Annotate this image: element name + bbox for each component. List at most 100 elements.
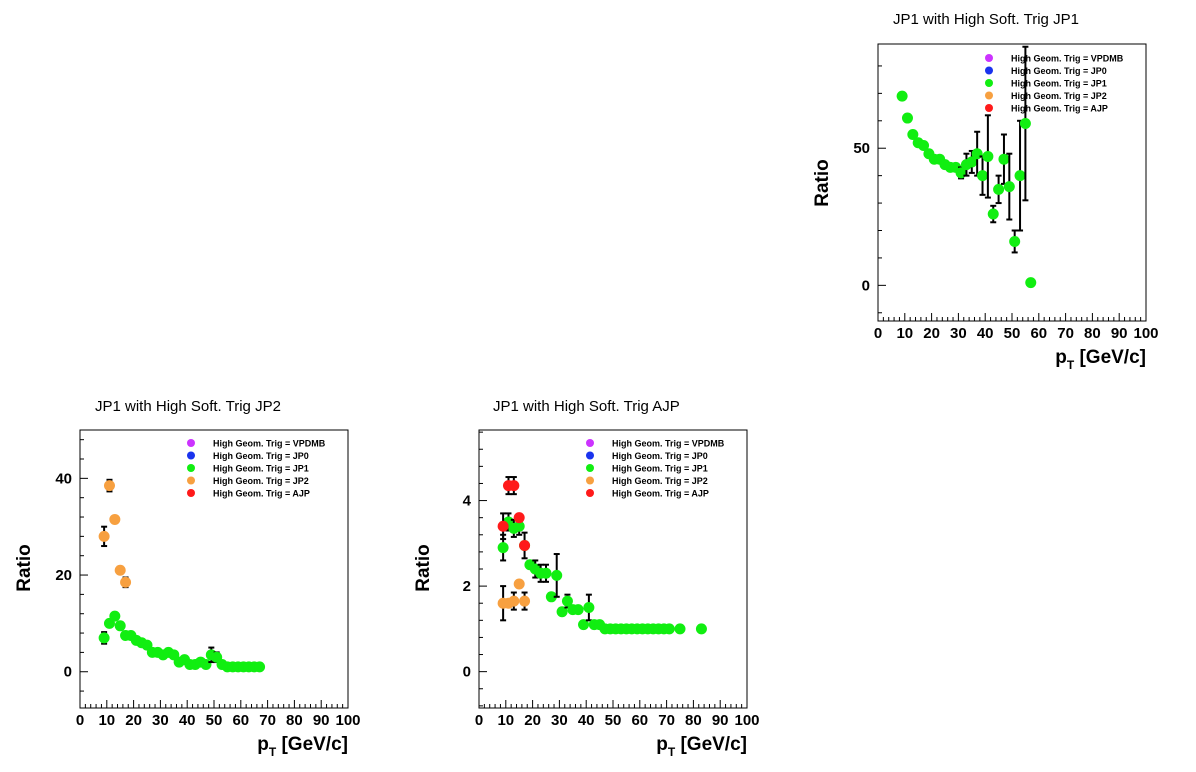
legend-entry: High Geom. Trig = JP1 [1011, 79, 1107, 89]
legend-entry: High Geom. Trig = JP2 [213, 476, 309, 486]
x-tick-label: 0 [475, 712, 483, 729]
y-tick-label: 0 [463, 664, 471, 681]
x-axis-label-sub: T [1067, 358, 1075, 372]
data-point [540, 567, 552, 579]
legend-entry: High Geom. Trig = JP0 [612, 451, 708, 461]
x-tick-label: 10 [896, 325, 913, 342]
legend-entry: High Geom. Trig = AJP [612, 489, 709, 499]
data-point [987, 208, 999, 220]
data-point [1025, 277, 1037, 289]
x-tick-label: 70 [658, 712, 675, 729]
data-point [572, 604, 584, 616]
x-tick-label: 30 [950, 325, 967, 342]
legend-entry: High Geom. Trig = JP1 [612, 464, 708, 474]
x-tick-label: 0 [874, 325, 882, 342]
x-tick-label: 90 [1111, 325, 1128, 342]
data-point [918, 139, 930, 151]
x-tick-label: 80 [685, 712, 702, 729]
legend-marker [985, 104, 993, 112]
x-axis-label-unit: [GeV/c] [276, 734, 348, 755]
legend-marker [586, 489, 594, 497]
legend-marker [187, 464, 195, 472]
data-point [519, 539, 531, 551]
legend-marker [985, 66, 993, 75]
data-point [674, 623, 686, 635]
x-tick-label: 40 [578, 712, 595, 729]
series-2 [497, 578, 531, 622]
data-point [254, 661, 266, 673]
x-tick-label: 80 [1084, 325, 1101, 342]
x-tick-label: 30 [551, 712, 568, 729]
data-point [109, 610, 121, 622]
data-point [98, 632, 110, 644]
x-axis-label-sub: T [668, 745, 676, 759]
x-tick-label: 20 [923, 325, 940, 342]
series-3 [497, 476, 531, 551]
x-tick-label: 40 [179, 712, 196, 729]
legend-marker [187, 476, 195, 485]
data-point [966, 156, 978, 168]
x-axis-label: pT [GeV/c] [1055, 347, 1146, 372]
legend-marker [187, 489, 195, 497]
x-tick-label: 90 [313, 712, 330, 729]
data-point [556, 606, 568, 618]
x-tick-label: 90 [712, 712, 729, 729]
x-axis-label-main: p [257, 734, 269, 755]
legend-marker [187, 451, 195, 460]
x-tick-label: 60 [1030, 325, 1047, 342]
legend-entry: High Geom. Trig = JP2 [612, 476, 708, 486]
x-tick-label: 60 [232, 712, 249, 729]
x-tick-label: 50 [206, 712, 223, 729]
x-tick-label: 40 [977, 325, 994, 342]
series-2 [98, 610, 266, 673]
x-axis-label-unit: [GeV/c] [675, 734, 747, 755]
y-tick-label: 4 [463, 493, 472, 510]
x-tick-label: 70 [259, 712, 276, 729]
data-point [977, 170, 989, 182]
x-tick-label: 100 [734, 712, 759, 729]
data-point [545, 591, 557, 603]
data-point [998, 153, 1010, 165]
data-point [901, 112, 913, 124]
x-tick-label: 20 [125, 712, 142, 729]
legend-entry: High Geom. Trig = JP1 [213, 464, 309, 474]
data-point [497, 542, 509, 554]
y-axis-label: Ratio [812, 159, 833, 207]
x-tick-label: 50 [1004, 325, 1021, 342]
data-point [1014, 170, 1026, 182]
y-tick-label: 40 [55, 470, 72, 487]
legend-marker [985, 79, 993, 87]
x-axis-label-unit: [GeV/c] [1074, 347, 1146, 368]
x-tick-label: 10 [497, 712, 514, 729]
legend-entry: High Geom. Trig = JP2 [1011, 91, 1107, 101]
x-tick-label: 100 [1133, 325, 1158, 342]
data-point [993, 183, 1005, 195]
plot-title: JP1 with High Soft. Trig JP2 [95, 398, 281, 415]
legend-marker [985, 91, 993, 100]
plot-panel-2: JP1 with High Soft. Trig JP2 0 10 20 30 40 50 6… [14, 398, 361, 759]
series-1 [896, 45, 1037, 289]
legend-marker [586, 439, 594, 447]
x-tick-label: 10 [98, 712, 115, 729]
plot-title: JP1 with High Soft. Trig AJP [493, 398, 680, 415]
data-point [114, 620, 126, 632]
plot-title: JP1 with High Soft. Trig JP1 [893, 11, 1079, 28]
x-tick-label: 50 [605, 712, 622, 729]
legend-marker [586, 451, 594, 460]
x-axis-label-main: p [656, 734, 668, 755]
data-point [513, 578, 525, 590]
y-axis-label: Ratio [413, 544, 434, 592]
series-1 [497, 512, 707, 635]
legend-entry: High Geom. Trig = AJP [213, 489, 310, 499]
plot-panel-1: JP1 with High Soft. Trig JP1 0 10 20 30 40 50 6… [812, 11, 1159, 372]
data-point [109, 513, 121, 525]
data-point [519, 595, 531, 607]
x-tick-label: 80 [286, 712, 303, 729]
data-point [513, 520, 525, 532]
data-point [98, 530, 110, 542]
legend-entry: High Geom. Trig = JP0 [213, 451, 309, 461]
legend-entry: High Geom. Trig = AJP [1011, 104, 1108, 114]
x-tick-label: 20 [524, 712, 541, 729]
